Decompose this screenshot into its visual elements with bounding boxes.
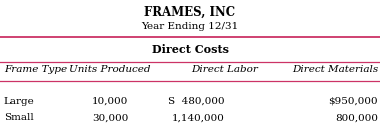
- Text: Large: Large: [4, 97, 35, 106]
- Text: Small: Small: [4, 113, 33, 122]
- Text: Direct Materials: Direct Materials: [292, 66, 378, 75]
- Text: S  480,000: S 480,000: [168, 97, 224, 106]
- Text: Frame Type: Frame Type: [4, 66, 67, 75]
- Text: FRAMES, INC: FRAMES, INC: [144, 6, 236, 19]
- Text: Direct Costs: Direct Costs: [152, 44, 228, 55]
- Text: Units Produced: Units Produced: [70, 66, 151, 75]
- Text: 10,000: 10,000: [92, 97, 128, 106]
- Text: 1,140,000: 1,140,000: [171, 113, 224, 122]
- Text: 800,000: 800,000: [335, 113, 378, 122]
- Text: Year Ending 12/31: Year Ending 12/31: [141, 22, 239, 31]
- Text: Direct Labor: Direct Labor: [191, 66, 258, 75]
- Text: 30,000: 30,000: [92, 113, 128, 122]
- Text: $950,000: $950,000: [328, 97, 378, 106]
